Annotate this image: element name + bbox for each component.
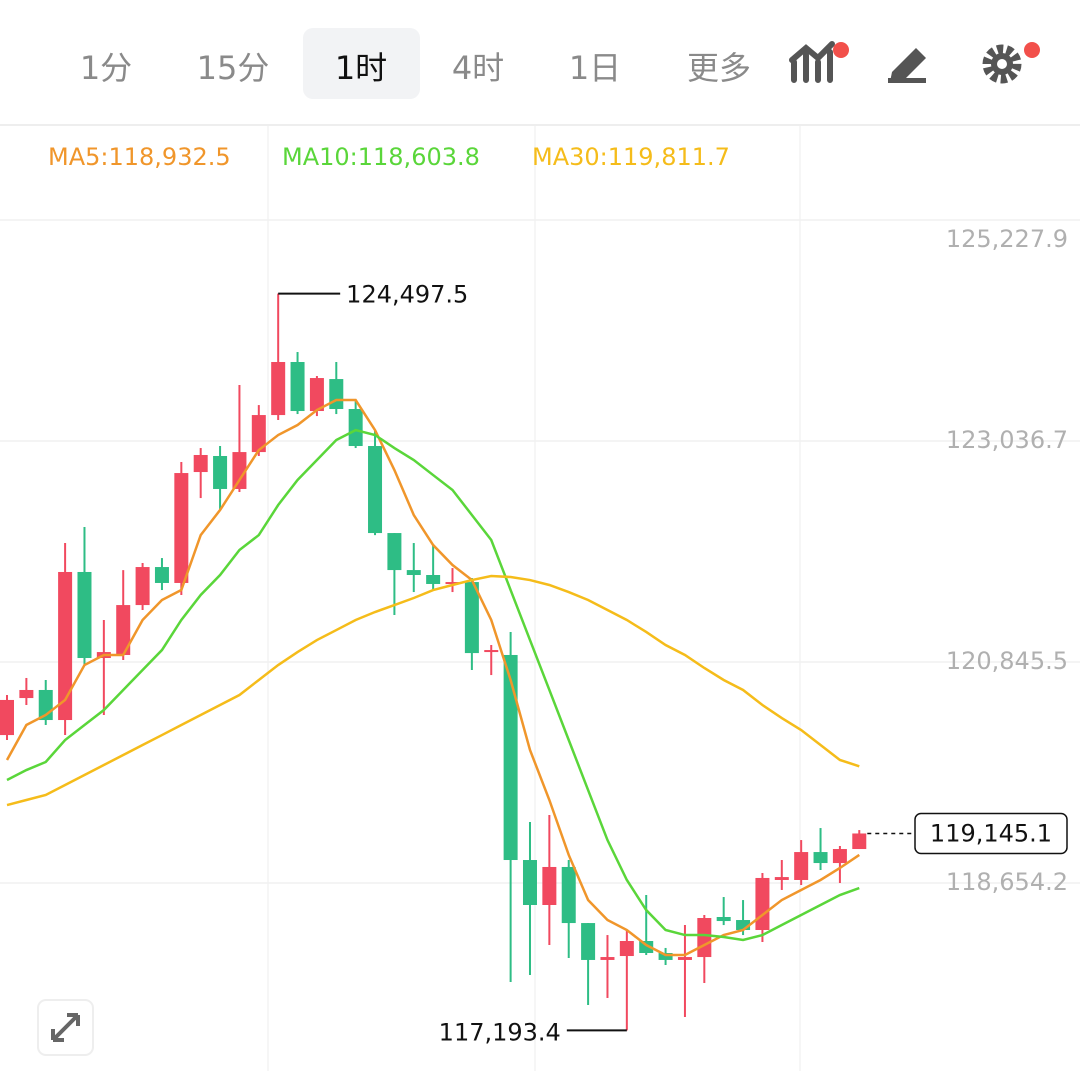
settings-icon[interactable]	[982, 42, 1040, 84]
candle-body	[581, 923, 596, 960]
candle-body	[135, 567, 150, 606]
tab[interactable]: 1时	[335, 49, 387, 87]
ma-line	[6, 574, 860, 807]
candle-body	[658, 953, 673, 960]
toolbar	[0, 0, 1080, 125]
tabs: 1分 15分 1时 4时 1日 更多	[80, 28, 751, 99]
candle-body	[445, 582, 460, 585]
ma-line	[6, 428, 860, 942]
candle-body	[542, 866, 557, 905]
candle-body	[193, 454, 208, 473]
ma-line	[5, 398, 860, 957]
candle-body	[426, 575, 441, 584]
legend-entry: MA10:118,603.8	[282, 143, 480, 171]
y-tick-label: 125,227.9	[946, 225, 1068, 253]
candle-body	[561, 866, 576, 924]
candle-body	[774, 877, 789, 880]
candle-body	[271, 362, 286, 416]
candle-body	[736, 920, 751, 931]
candle-body	[232, 452, 247, 489]
legend: MA5:118,932.5 MA10:118,603.8 MA30:119,811.…	[48, 143, 730, 171]
min-label: 117,193.4	[439, 1018, 561, 1046]
candle-body	[522, 860, 537, 905]
candle-body	[154, 567, 169, 583]
draw-icon[interactable]	[888, 48, 926, 83]
legend-entry: MA5:118,932.5	[48, 143, 231, 171]
y-tick-label: 123,036.7	[946, 426, 1068, 454]
expand-button[interactable]	[37, 999, 94, 1056]
tab[interactable]: 更多	[687, 49, 751, 87]
tab[interactable]: 15分	[197, 49, 270, 87]
tab[interactable]: 1日	[569, 49, 621, 87]
candle-body	[639, 941, 654, 954]
candle-body	[755, 877, 770, 931]
active-tab-bg	[303, 28, 420, 99]
y-tick-label: 120,845.5	[946, 647, 1068, 675]
candle-body	[503, 654, 518, 861]
candle-body	[813, 852, 828, 864]
candle-body	[58, 571, 73, 721]
tab[interactable]: 4时	[452, 49, 504, 87]
candle-body	[77, 571, 92, 659]
candle-body	[329, 379, 344, 410]
candle-body	[290, 362, 305, 412]
y-tick-label: 118,654.2	[946, 868, 1068, 896]
candle-body	[677, 957, 692, 960]
candle-body	[619, 941, 634, 957]
candle-body	[406, 570, 421, 576]
candle-body	[464, 582, 479, 654]
candle-body	[832, 849, 847, 864]
candle-body	[116, 605, 131, 655]
tab[interactable]: 1分	[80, 49, 132, 87]
candle-body	[484, 650, 499, 653]
candle-body	[387, 533, 402, 571]
candle-body	[251, 415, 266, 453]
candle-body	[794, 852, 809, 880]
candle-body	[368, 446, 383, 534]
last-price-box	[914, 812, 1068, 855]
vertical-grid	[267, 126, 801, 1071]
candle-body	[19, 689, 34, 699]
candle-body	[852, 833, 867, 850]
indicator-icon[interactable]	[789, 41, 849, 83]
plot: 124,497.5 117,193.4 119,145.1	[0, 281, 1068, 1046]
candle-body	[348, 409, 363, 447]
candle-body	[697, 918, 712, 958]
candle-body	[0, 699, 14, 736]
candle-body	[309, 378, 324, 412]
candle-body	[213, 455, 228, 489]
last-price-label: 119,145.1	[930, 819, 1052, 847]
max-label: 124,497.5	[346, 281, 468, 309]
candle-body	[716, 916, 731, 922]
candle-body	[174, 473, 189, 583]
grid: 125,227.9 123,036.7 120,845.5 118,654.2	[0, 219, 1080, 896]
candle-body	[600, 957, 615, 960]
legend-entry: MA30:119,811.7	[532, 143, 730, 171]
